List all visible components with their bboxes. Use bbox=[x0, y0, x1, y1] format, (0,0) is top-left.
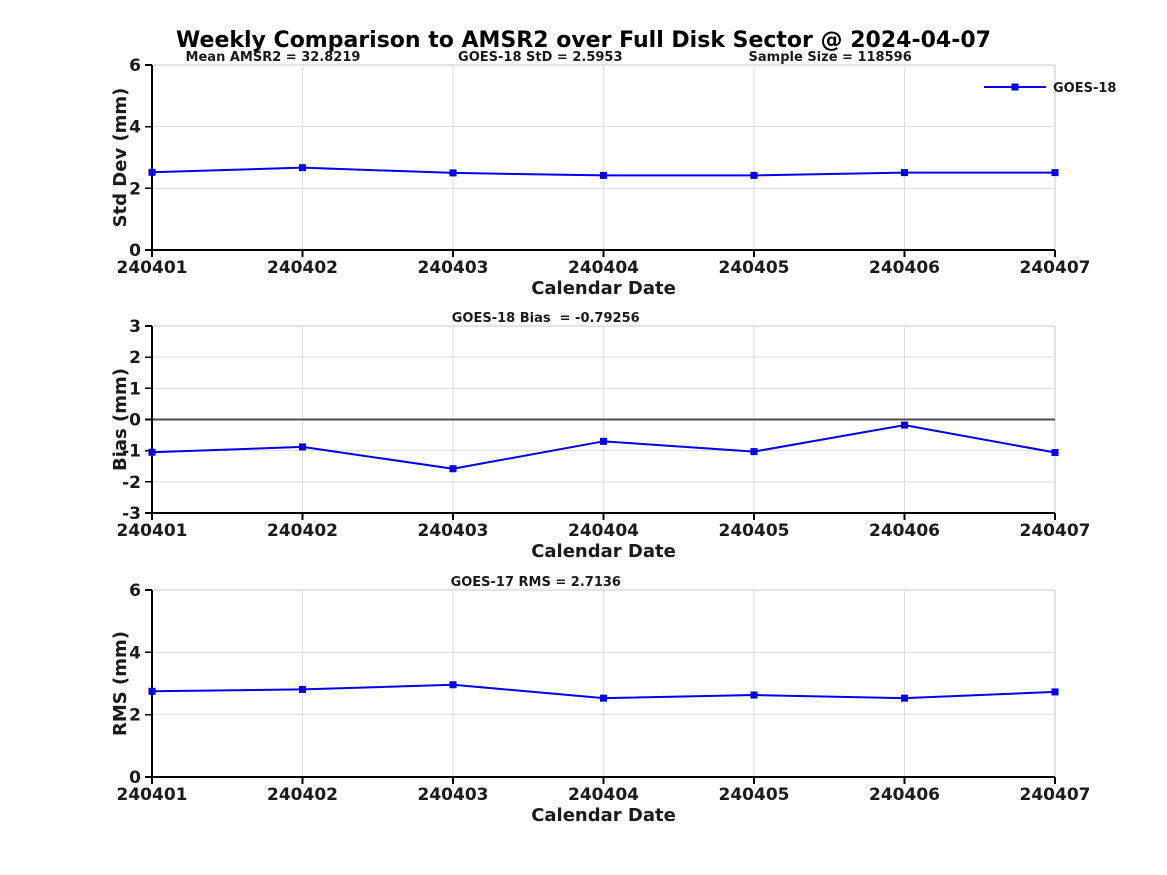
y-tick-label: 2 bbox=[129, 348, 141, 368]
square-marker bbox=[1051, 449, 1059, 457]
square-marker bbox=[901, 694, 908, 702]
x-axis-label: Calendar Date bbox=[531, 278, 676, 299]
square-marker bbox=[148, 168, 156, 176]
x-tick-label: 240406 bbox=[869, 785, 940, 805]
x-axis-label: Calendar Date bbox=[531, 541, 676, 562]
x-tick-label: 240402 bbox=[267, 785, 338, 805]
square-marker bbox=[449, 169, 457, 177]
y-tick-label: 0 bbox=[129, 241, 141, 261]
square-marker bbox=[901, 169, 908, 177]
legend: GOES-18 bbox=[984, 81, 1116, 96]
y-axis-label: Std Dev (mm) bbox=[110, 88, 131, 228]
x-tick-label: 240407 bbox=[1020, 785, 1091, 805]
tick-labels: 240401 240402 240403 240404 240405 240406 2404… bbox=[117, 317, 1091, 541]
x-axis-label: Calendar Date bbox=[531, 805, 676, 826]
x-tick-label: 240407 bbox=[1020, 521, 1091, 541]
axes bbox=[145, 64, 1056, 257]
square-marker bbox=[750, 691, 758, 699]
x-tick-label: 240403 bbox=[418, 785, 489, 805]
bias-chart: 240401 240402 240403 240404 240405 240406 2404… bbox=[110, 311, 1090, 562]
y-tick-label: 3 bbox=[129, 317, 141, 337]
y-tick-label: 4 bbox=[129, 643, 141, 663]
legend-marker bbox=[1011, 83, 1019, 91]
square-marker bbox=[299, 443, 306, 451]
x-tick-label: 240405 bbox=[719, 258, 790, 278]
annotation: GOES-18 StD = 2.5953 bbox=[458, 50, 622, 65]
x-tick-label: 240404 bbox=[568, 785, 639, 805]
x-tick-label: 240401 bbox=[117, 258, 188, 278]
square-marker bbox=[449, 465, 457, 473]
square-marker bbox=[600, 437, 607, 445]
square-marker bbox=[148, 448, 156, 456]
square-marker bbox=[600, 694, 607, 702]
annotation: Sample Size = 118596 bbox=[749, 50, 912, 65]
x-tick-label: 240405 bbox=[719, 785, 790, 805]
axes bbox=[145, 325, 1056, 520]
std-dev-chart: 240401 240402 240403 240404 240405 240406 2404… bbox=[110, 50, 1116, 299]
legend-label: GOES-18 bbox=[1053, 81, 1116, 96]
square-marker bbox=[750, 448, 758, 456]
square-marker bbox=[901, 421, 908, 429]
y-tick-label: 0 bbox=[129, 768, 141, 788]
square-marker bbox=[148, 687, 156, 695]
rms-chart: 240401 240402 240403 240404 240405 240406 2404… bbox=[110, 575, 1090, 826]
tick-labels: 240401 240402 240403 240404 240405 240406 2404… bbox=[117, 581, 1091, 805]
series-goes-18 bbox=[148, 164, 1059, 179]
x-tick-label: 240403 bbox=[418, 258, 489, 278]
x-tick-label: 240406 bbox=[869, 521, 940, 541]
x-tick-label: 240405 bbox=[719, 521, 790, 541]
annotation: Mean AMSR2 = 32.8219 bbox=[186, 50, 361, 65]
square-marker bbox=[299, 685, 306, 693]
y-tick-label: 4 bbox=[129, 118, 141, 138]
annotation: GOES-17 RMS = 2.7136 bbox=[451, 575, 621, 590]
x-tick-label: 240402 bbox=[267, 521, 338, 541]
square-marker bbox=[600, 171, 607, 179]
square-marker bbox=[1051, 169, 1059, 177]
gridlines bbox=[152, 590, 1055, 777]
y-axis-label: RMS (mm) bbox=[110, 631, 131, 736]
annotation: GOES-18 Bias = -0.79256 bbox=[452, 311, 640, 326]
square-marker bbox=[1051, 688, 1059, 696]
y-tick-label: 0 bbox=[129, 411, 141, 431]
x-tick-label: 240406 bbox=[869, 258, 940, 278]
square-marker bbox=[750, 171, 758, 179]
y-tick-label: -3 bbox=[122, 504, 141, 524]
axes bbox=[145, 589, 1056, 784]
y-tick-label: 6 bbox=[129, 581, 141, 601]
x-tick-label: 240404 bbox=[568, 521, 639, 541]
gridlines bbox=[152, 65, 1055, 250]
y-tick-label: -2 bbox=[122, 473, 141, 493]
y-tick-label: 2 bbox=[129, 706, 141, 726]
series-goes-18 bbox=[148, 681, 1059, 702]
y-tick-label: -1 bbox=[122, 442, 141, 462]
y-tick-label: 2 bbox=[129, 179, 141, 199]
x-tick-label: 240407 bbox=[1020, 258, 1091, 278]
x-tick-label: 240403 bbox=[418, 521, 489, 541]
x-tick-label: 240401 bbox=[117, 785, 188, 805]
figure-title: Weekly Comparison to AMSR2 over Full Dis… bbox=[176, 28, 991, 53]
x-tick-label: 240401 bbox=[117, 521, 188, 541]
square-marker bbox=[449, 681, 457, 689]
x-tick-label: 240402 bbox=[267, 258, 338, 278]
y-axis-label: Bias (mm) bbox=[110, 368, 131, 471]
series-goes-18 bbox=[148, 421, 1059, 473]
tick-labels: 240401 240402 240403 240404 240405 240406 2404… bbox=[117, 56, 1091, 278]
square-marker bbox=[299, 164, 306, 172]
y-tick-label: 6 bbox=[129, 56, 141, 76]
x-tick-label: 240404 bbox=[568, 258, 639, 278]
y-tick-label: 1 bbox=[129, 379, 141, 399]
